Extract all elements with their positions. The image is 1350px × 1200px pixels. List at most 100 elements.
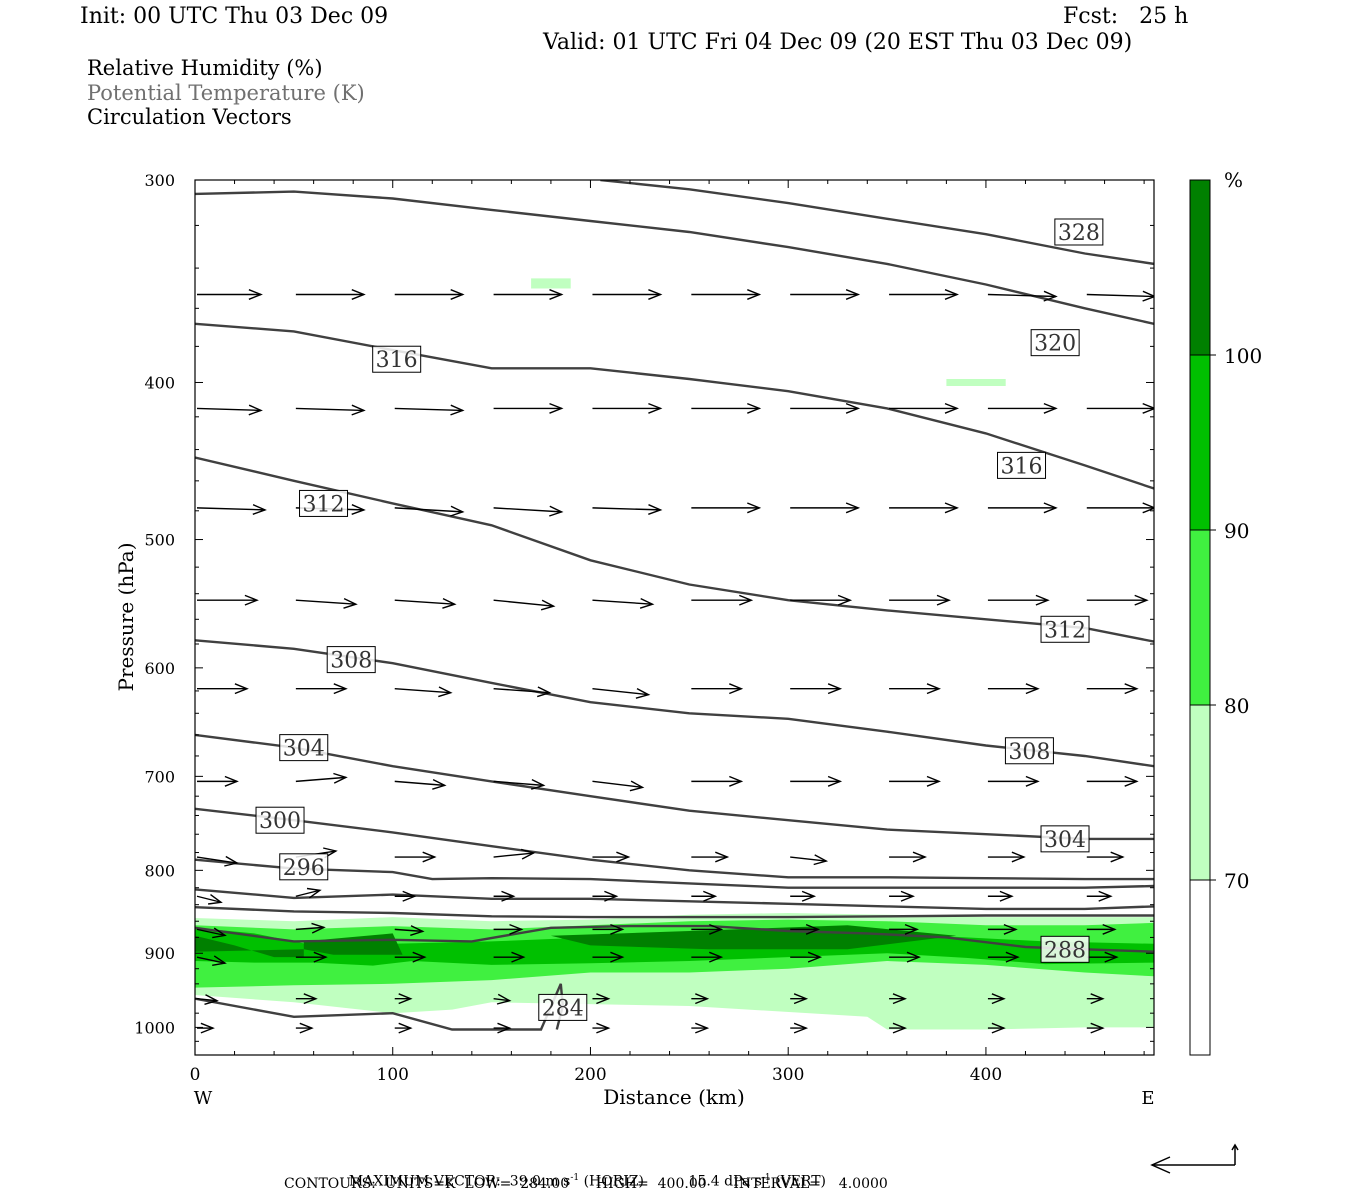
- vector-head: [906, 951, 921, 963]
- contours-line: CONTOURS: UNITS=K LOW= 284.00 HIGH= 400.…: [284, 1176, 888, 1192]
- y-tick-label-800: 800: [144, 861, 175, 880]
- vector-head: [323, 847, 338, 859]
- circulation-vector: [196, 894, 223, 905]
- circulation-vector: [592, 402, 663, 414]
- vector-shaft: [196, 407, 262, 412]
- vector-head: [509, 923, 524, 935]
- circulation-vector: [592, 890, 619, 902]
- vector-head: [248, 289, 263, 300]
- y-axis-label: Pressure (hPa): [114, 543, 138, 692]
- vector-head: [351, 404, 366, 416]
- circulation-vector: [790, 890, 817, 902]
- vector-shaft: [295, 599, 356, 605]
- circulation-vector: [987, 1022, 1006, 1034]
- circulation-vector: [1086, 923, 1117, 935]
- vector-shaft: [394, 928, 423, 933]
- contour-label-320: 320: [1034, 332, 1076, 357]
- rh-region-100+: [195, 935, 304, 958]
- colorbar-label-90: 90: [1224, 519, 1249, 543]
- circulation-vector: [592, 1022, 611, 1034]
- horiz-units: m s: [545, 1173, 571, 1190]
- vector-head: [926, 775, 941, 787]
- x-left-end-label: W: [194, 1088, 213, 1109]
- vector-head: [648, 289, 663, 300]
- vector-head: [1098, 890, 1113, 902]
- contour-label-316: 316: [376, 348, 418, 373]
- circulation-vector: [691, 851, 730, 863]
- vector-head: [991, 1022, 1006, 1034]
- circulation-vector: [1086, 683, 1139, 695]
- circulation-vector: [1086, 993, 1105, 1005]
- circulation-vector: [197, 594, 259, 606]
- theta-contour-320: [195, 190, 1154, 325]
- vector-head: [709, 923, 724, 935]
- circulation-vector: [691, 683, 744, 695]
- circulation-vector: [394, 597, 457, 609]
- vector-head: [200, 1022, 215, 1034]
- theta-contour-unlabeled: [195, 906, 1154, 919]
- circulation-vector: [1086, 890, 1113, 902]
- contour-label-box-296: [279, 853, 329, 881]
- vector-shaft: [196, 856, 238, 864]
- rh-region-70-80: [531, 278, 571, 289]
- vector-head: [845, 402, 861, 414]
- contour-label-box-308: [326, 646, 376, 674]
- vector-head: [944, 502, 959, 514]
- vector-head: [837, 594, 853, 606]
- theta-contour-288: [195, 924, 1154, 953]
- theta-contour-296: [195, 858, 1154, 889]
- circulation-vector: [790, 594, 853, 606]
- circulation-vector: [493, 778, 546, 790]
- vector-head: [805, 923, 821, 935]
- theta-contour-328: [600, 180, 1154, 266]
- circulation-vector: [394, 404, 465, 416]
- vector-head: [311, 922, 326, 934]
- vector-head: [212, 955, 227, 966]
- vector-head: [616, 851, 631, 863]
- contour-label-box-300: [255, 806, 305, 834]
- contour-label-box-316: [372, 345, 422, 373]
- circulation-vector: [889, 993, 907, 1005]
- vector-head: [1090, 1022, 1105, 1034]
- vector-head: [991, 993, 1006, 1005]
- circulation-vector: [295, 887, 322, 899]
- vector-head: [1025, 683, 1040, 695]
- legend-theta: Potential Temperature (K): [87, 81, 365, 105]
- vector-head: [501, 890, 516, 902]
- circulation-vector: [1086, 290, 1154, 302]
- circulation-vector: [691, 775, 744, 787]
- vector-shaft: [493, 687, 550, 694]
- vector-shaft: [196, 895, 222, 903]
- vector-head: [715, 851, 730, 863]
- vector-head: [739, 594, 754, 606]
- circulation-vector: [790, 923, 821, 935]
- circulation-vector: [691, 951, 724, 963]
- colorbar-label-100: 100: [1224, 344, 1262, 368]
- circulation-vector: [592, 289, 663, 300]
- circulation-vector: [691, 923, 724, 935]
- circulation-vector: [394, 778, 447, 790]
- vector-head: [827, 683, 843, 695]
- x-tick-label-400: 400: [970, 1065, 1002, 1085]
- vector-layer: [196, 289, 1154, 1034]
- valid-time: Valid: 01 UTC Fri 04 Dec 09 (20 EST Thu …: [543, 30, 1133, 55]
- circulation-vector: [1086, 502, 1154, 514]
- horiz-exp: -1: [570, 1173, 580, 1183]
- circulation-vector: [889, 775, 941, 787]
- vector-shaft: [295, 407, 364, 412]
- vector-shaft: [493, 599, 554, 607]
- contour-label-box-304: [1040, 825, 1090, 853]
- vector-shaft: [790, 856, 827, 862]
- circulation-vector: [295, 951, 328, 963]
- vector-head: [900, 890, 915, 902]
- circulation-vector: [889, 402, 959, 414]
- circulation-vector: [196, 855, 239, 867]
- circulation-vector: [987, 502, 1058, 514]
- circulation-vector: [987, 923, 1018, 935]
- vector-head: [1134, 594, 1149, 606]
- circulation-vector: [592, 687, 651, 699]
- circulation-vector: [394, 951, 427, 963]
- vector-head: [1142, 290, 1154, 302]
- vector-shaft: [394, 407, 463, 412]
- vector-head: [944, 402, 959, 414]
